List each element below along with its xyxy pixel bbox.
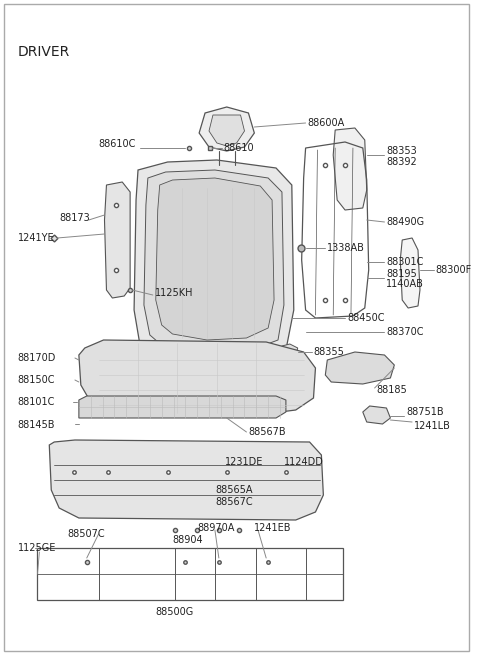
Text: 88101C: 88101C (18, 397, 55, 407)
Text: 1125GE: 1125GE (18, 543, 56, 553)
Polygon shape (325, 352, 395, 384)
Polygon shape (400, 238, 420, 308)
Text: 88507C: 88507C (67, 529, 105, 539)
Polygon shape (79, 340, 315, 415)
Text: 88150C: 88150C (18, 375, 55, 385)
Bar (37, 548, 343, 600)
Text: 88610: 88610 (224, 143, 254, 153)
Text: 88173: 88173 (59, 213, 90, 223)
Polygon shape (156, 178, 274, 340)
Text: 88970A: 88970A (197, 523, 235, 533)
Text: 88145B: 88145B (18, 420, 55, 430)
Text: DRIVER: DRIVER (18, 45, 70, 59)
Text: 1241EB: 1241EB (254, 523, 292, 533)
Text: 1125KH: 1125KH (155, 288, 193, 298)
Polygon shape (79, 396, 286, 418)
Text: 1338AB: 1338AB (327, 243, 365, 253)
Polygon shape (280, 344, 298, 358)
Text: 88904: 88904 (172, 535, 203, 545)
Text: 88195: 88195 (386, 269, 417, 279)
Text: 88567C: 88567C (215, 497, 252, 507)
Polygon shape (134, 160, 294, 365)
Text: 88355: 88355 (313, 347, 344, 357)
Text: 88353: 88353 (386, 146, 417, 156)
Polygon shape (105, 182, 130, 298)
Text: 1241LB: 1241LB (414, 421, 451, 431)
Text: 88450C: 88450C (347, 313, 384, 323)
Text: 88500G: 88500G (156, 607, 194, 617)
Text: 88370C: 88370C (386, 327, 424, 337)
Text: 88610C: 88610C (98, 139, 136, 149)
Text: 1241YE: 1241YE (18, 233, 54, 243)
Polygon shape (363, 406, 390, 424)
Text: 88600A: 88600A (308, 118, 345, 128)
Polygon shape (209, 115, 244, 146)
Text: 88567B: 88567B (249, 427, 286, 437)
Text: 88301C: 88301C (386, 257, 424, 267)
Text: 1231DE: 1231DE (225, 457, 263, 467)
Text: 88300F: 88300F (436, 265, 472, 275)
Polygon shape (333, 128, 367, 210)
Text: 88565A: 88565A (215, 485, 252, 495)
Text: 88751B: 88751B (406, 407, 444, 417)
Text: 1124DD: 1124DD (284, 457, 324, 467)
Text: 88490G: 88490G (386, 217, 425, 227)
Text: 88392: 88392 (386, 157, 417, 167)
Polygon shape (199, 107, 254, 151)
Polygon shape (49, 440, 324, 520)
Text: 88170D: 88170D (18, 353, 56, 363)
Text: 88185: 88185 (377, 385, 408, 395)
Text: 1140AB: 1140AB (386, 279, 424, 289)
Polygon shape (144, 170, 284, 352)
